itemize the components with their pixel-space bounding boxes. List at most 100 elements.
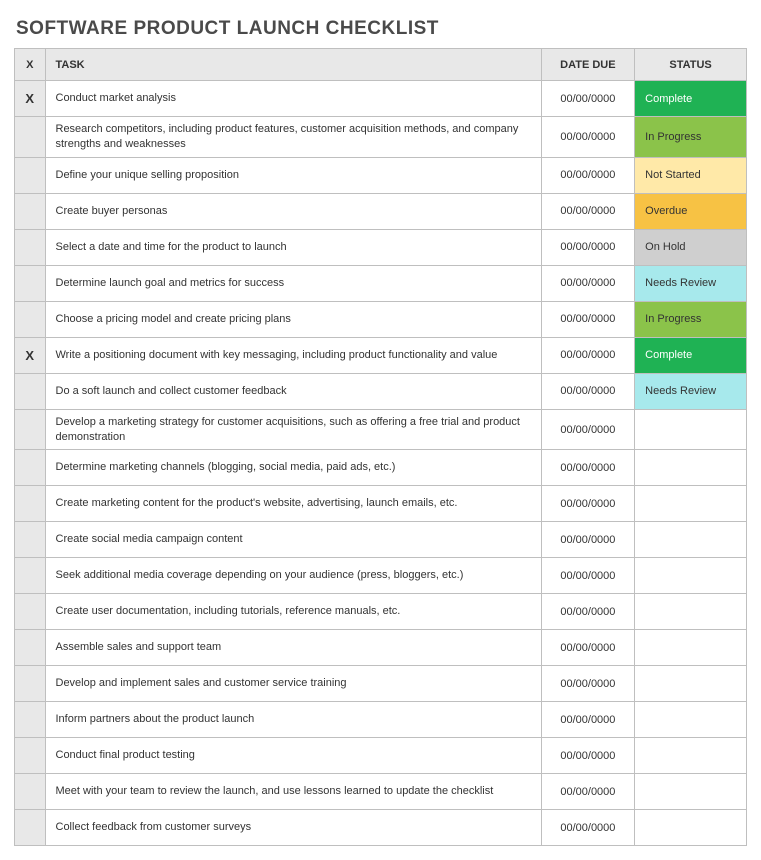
task-cell: Assemble sales and support team <box>45 630 541 666</box>
status-cell[interactable]: Complete <box>635 337 747 373</box>
check-cell[interactable] <box>15 157 46 193</box>
date-cell[interactable]: 00/00/0000 <box>541 522 635 558</box>
task-cell: Develop and implement sales and customer… <box>45 666 541 702</box>
task-cell: Write a positioning document with key me… <box>45 337 541 373</box>
check-cell[interactable] <box>15 301 46 337</box>
check-cell[interactable] <box>15 229 46 265</box>
check-cell[interactable] <box>15 810 46 846</box>
check-cell[interactable] <box>15 117 46 158</box>
status-cell[interactable]: Complete <box>635 81 747 117</box>
status-cell[interactable] <box>635 486 747 522</box>
task-cell: Conduct market analysis <box>45 81 541 117</box>
status-cell[interactable] <box>635 522 747 558</box>
task-cell: Create marketing content for the product… <box>45 486 541 522</box>
date-cell[interactable]: 00/00/0000 <box>541 774 635 810</box>
table-row: Assemble sales and support team00/00/000… <box>15 630 747 666</box>
task-cell: Create user documentation, including tut… <box>45 594 541 630</box>
task-cell: Research competitors, including product … <box>45 117 541 158</box>
table-row: Create user documentation, including tut… <box>15 594 747 630</box>
col-header-task: TASK <box>45 49 541 81</box>
table-row: Seek additional media coverage depending… <box>15 558 747 594</box>
checklist-table: X TASK DATE DUE STATUS XConduct market a… <box>14 48 747 846</box>
task-cell: Create buyer personas <box>45 193 541 229</box>
date-cell[interactable]: 00/00/0000 <box>541 265 635 301</box>
table-row: Develop a marketing strategy for custome… <box>15 409 747 450</box>
table-row: Select a date and time for the product t… <box>15 229 747 265</box>
status-cell[interactable] <box>635 738 747 774</box>
check-cell[interactable] <box>15 522 46 558</box>
task-cell: Inform partners about the product launch <box>45 702 541 738</box>
col-header-date: DATE DUE <box>541 49 635 81</box>
status-cell[interactable]: In Progress <box>635 301 747 337</box>
status-cell[interactable]: In Progress <box>635 117 747 158</box>
date-cell[interactable]: 00/00/0000 <box>541 558 635 594</box>
date-cell[interactable]: 00/00/0000 <box>541 117 635 158</box>
date-cell[interactable]: 00/00/0000 <box>541 301 635 337</box>
task-cell: Create social media campaign content <box>45 522 541 558</box>
check-cell[interactable] <box>15 666 46 702</box>
status-cell[interactable] <box>635 666 747 702</box>
task-cell: Determine marketing channels (blogging, … <box>45 450 541 486</box>
status-cell[interactable]: On Hold <box>635 229 747 265</box>
table-row: Determine launch goal and metrics for su… <box>15 265 747 301</box>
check-cell[interactable] <box>15 409 46 450</box>
check-cell[interactable] <box>15 486 46 522</box>
check-cell[interactable]: X <box>15 81 46 117</box>
status-cell[interactable]: Needs Review <box>635 265 747 301</box>
date-cell[interactable]: 00/00/0000 <box>541 450 635 486</box>
table-row: Develop and implement sales and customer… <box>15 666 747 702</box>
status-cell[interactable] <box>635 450 747 486</box>
date-cell[interactable]: 00/00/0000 <box>541 738 635 774</box>
check-cell[interactable] <box>15 265 46 301</box>
date-cell[interactable]: 00/00/0000 <box>541 810 635 846</box>
check-cell[interactable] <box>15 558 46 594</box>
task-cell: Conduct final product testing <box>45 738 541 774</box>
check-cell[interactable] <box>15 774 46 810</box>
date-cell[interactable]: 00/00/0000 <box>541 409 635 450</box>
date-cell[interactable]: 00/00/0000 <box>541 702 635 738</box>
date-cell[interactable]: 00/00/0000 <box>541 666 635 702</box>
task-cell: Define your unique selling proposition <box>45 157 541 193</box>
status-cell[interactable] <box>635 630 747 666</box>
check-cell[interactable] <box>15 702 46 738</box>
table-row: Do a soft launch and collect customer fe… <box>15 373 747 409</box>
page-title: SOFTWARE PRODUCT LAUNCH CHECKLIST <box>14 14 747 48</box>
check-cell[interactable] <box>15 193 46 229</box>
date-cell[interactable]: 00/00/0000 <box>541 337 635 373</box>
check-cell[interactable] <box>15 450 46 486</box>
check-cell[interactable] <box>15 373 46 409</box>
date-cell[interactable]: 00/00/0000 <box>541 373 635 409</box>
status-cell[interactable] <box>635 558 747 594</box>
table-row: XConduct market analysis00/00/0000Comple… <box>15 81 747 117</box>
table-row: Research competitors, including product … <box>15 117 747 158</box>
date-cell[interactable]: 00/00/0000 <box>541 229 635 265</box>
date-cell[interactable]: 00/00/0000 <box>541 157 635 193</box>
status-cell[interactable] <box>635 702 747 738</box>
table-row: Create buyer personas00/00/0000Overdue <box>15 193 747 229</box>
check-cell[interactable] <box>15 594 46 630</box>
table-row: XWrite a positioning document with key m… <box>15 337 747 373</box>
date-cell[interactable]: 00/00/0000 <box>541 630 635 666</box>
task-cell: Seek additional media coverage depending… <box>45 558 541 594</box>
date-cell[interactable]: 00/00/0000 <box>541 594 635 630</box>
task-cell: Select a date and time for the product t… <box>45 229 541 265</box>
table-row: Create social media campaign content00/0… <box>15 522 747 558</box>
table-row: Meet with your team to review the launch… <box>15 774 747 810</box>
status-cell[interactable] <box>635 810 747 846</box>
status-cell[interactable]: Not Started <box>635 157 747 193</box>
status-cell[interactable] <box>635 409 747 450</box>
check-cell[interactable] <box>15 630 46 666</box>
status-cell[interactable] <box>635 594 747 630</box>
status-cell[interactable] <box>635 774 747 810</box>
status-cell[interactable]: Overdue <box>635 193 747 229</box>
date-cell[interactable]: 00/00/0000 <box>541 81 635 117</box>
date-cell[interactable]: 00/00/0000 <box>541 486 635 522</box>
table-row: Define your unique selling proposition00… <box>15 157 747 193</box>
task-cell: Do a soft launch and collect customer fe… <box>45 373 541 409</box>
check-cell[interactable]: X <box>15 337 46 373</box>
task-cell: Choose a pricing model and create pricin… <box>45 301 541 337</box>
task-cell: Collect feedback from customer surveys <box>45 810 541 846</box>
date-cell[interactable]: 00/00/0000 <box>541 193 635 229</box>
check-cell[interactable] <box>15 738 46 774</box>
status-cell[interactable]: Needs Review <box>635 373 747 409</box>
